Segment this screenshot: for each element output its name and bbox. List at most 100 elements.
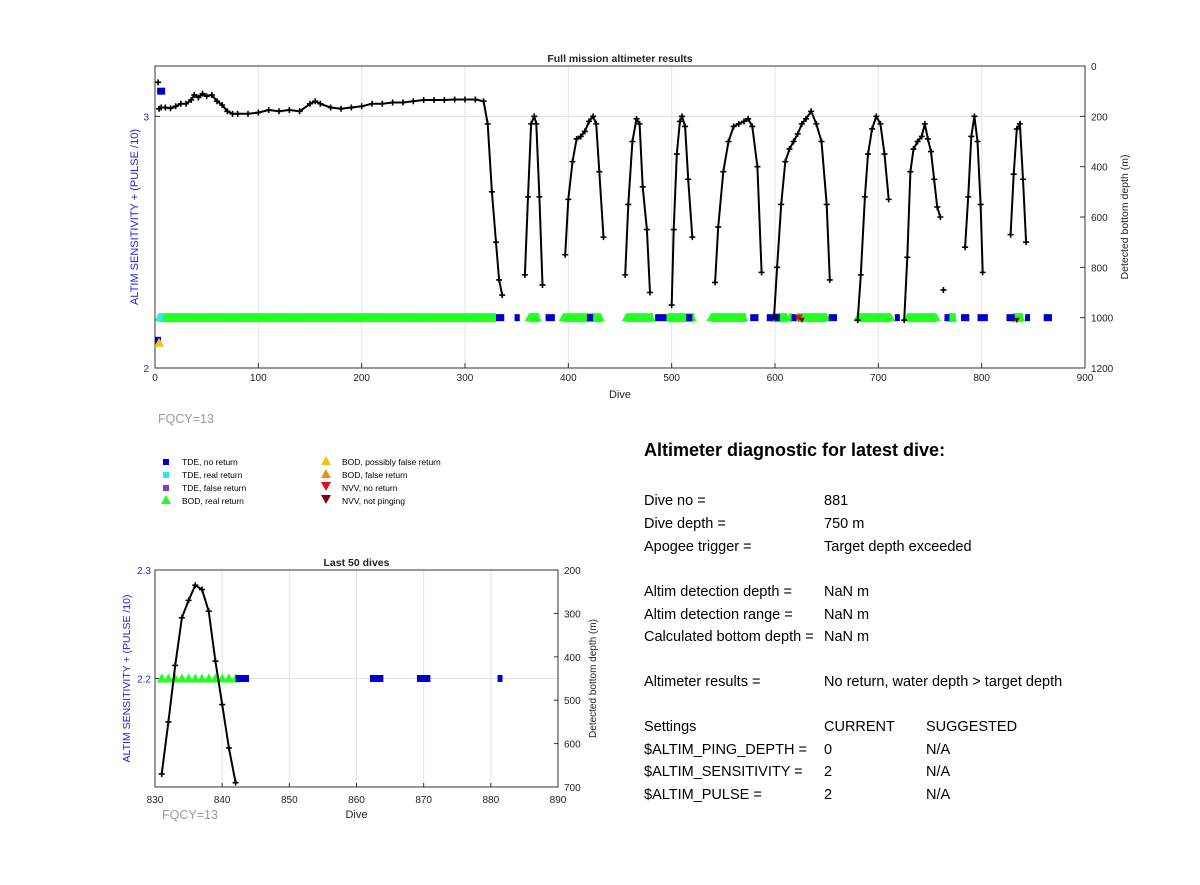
bottom-depth-marker [735, 120, 742, 127]
pulse-label: $ALTIM_PULSE = [644, 787, 762, 803]
bottom-depth-line [160, 583, 237, 783]
bottom-depth-marker [493, 239, 499, 246]
bottom-depth-marker [183, 100, 189, 107]
bod-real-return-marker [739, 313, 749, 322]
bottom-depth-marker [977, 201, 984, 208]
altimeter-results-label: Altimeter results = [644, 674, 761, 690]
bod-real-return-marker [230, 673, 241, 683]
bod-possibly-false-marker [155, 337, 165, 347]
bottom-depth-marker [178, 614, 185, 621]
apogee-label: Apogee trigger = [644, 539, 752, 555]
bottom-depth-marker [685, 176, 692, 183]
bottom-depth-marker [1013, 125, 1020, 132]
bottom-depth-line [1009, 120, 1028, 243]
bod-real-return-marker [886, 313, 896, 322]
bottom-depth-marker [214, 98, 220, 105]
y-right-tick-label: 600 [1091, 213, 1108, 224]
pulse-current: 2 [824, 787, 833, 803]
bottom-depth-marker [577, 133, 584, 140]
tde-no-return-marker [828, 314, 837, 322]
mini-plot-marks [156, 582, 503, 786]
bottom-depth-marker [533, 120, 540, 127]
chart-legend: TDE, no return TDE, real return TDE, fal… [160, 456, 500, 516]
nvv-not-pinging-marker [1013, 317, 1020, 324]
bottom-depth-marker [622, 271, 629, 278]
bod-real-return-marker [931, 313, 941, 322]
bottom-depth-marker [940, 286, 947, 293]
mini-chart-title: Last 50 dives [324, 557, 390, 569]
bottom-depth-marker [901, 317, 908, 324]
y-right-tick-label: 200 [1091, 112, 1108, 123]
bottom-depth-marker [484, 120, 491, 127]
bottom-depth-marker [730, 123, 737, 130]
tde-real-return-marker [157, 314, 164, 322]
bottom-depth-marker [774, 264, 781, 271]
bottom-depth-marker [968, 133, 975, 140]
bottom-depth-marker [798, 120, 805, 127]
altimeter-results-value: No return, water depth > target depth [824, 674, 1063, 690]
bottom-depth-marker [219, 102, 226, 109]
x-tick-label: 0 [152, 373, 158, 384]
bottom-depth-marker [410, 98, 417, 105]
bod-real-return-marker [948, 313, 958, 322]
current-header: CURRENT [824, 719, 895, 735]
bottom-depth-marker [813, 120, 820, 127]
bod-real-return-marker [532, 313, 542, 322]
bottom-depth-marker [910, 146, 917, 153]
bottom-depth-marker [462, 96, 468, 103]
bottom-depth-marker [782, 158, 789, 165]
bottom-depth-marker [581, 128, 588, 135]
bottom-depth-marker [928, 148, 935, 155]
bottom-depth-marker [823, 201, 830, 208]
bottom-depth-marker [646, 289, 653, 296]
nvv-not-pinging-marker [798, 317, 805, 324]
mini-y-left-tick-label: 2.3 [137, 566, 151, 577]
bottom-depth-marker [786, 146, 793, 153]
bottom-depth-marker [224, 108, 231, 115]
triangle-up-marker-icon [160, 495, 172, 508]
bottom-depth-marker [212, 658, 219, 665]
suggested-header: SUGGESTED [926, 719, 1018, 735]
square-marker-icon [160, 482, 172, 495]
legend-item-bod-real-return: BOD, real return [160, 495, 244, 508]
tde-no-return-marker [416, 675, 431, 682]
bottom-depth-marker [488, 188, 495, 195]
bottom-depth-marker [172, 662, 179, 669]
x-tick-label: 900 [1077, 373, 1094, 384]
bottom-depth-marker [877, 120, 884, 127]
mini-y-right-tick-label: 300 [564, 609, 581, 620]
bottom-depth-marker [565, 196, 572, 203]
mini-y-right-axis-label: Detected bottom depth (m) [588, 619, 599, 738]
bottom-depth-marker [790, 138, 797, 145]
mini-x-tick-label: 830 [147, 795, 164, 806]
bottom-depth-line [773, 109, 831, 318]
bottom-depth-marker [586, 118, 592, 125]
bottom-depth-marker [472, 96, 479, 103]
bottom-depth-marker [861, 193, 868, 200]
bottom-depth-marker [338, 105, 344, 112]
calculated-bottom-label: Calculated bottom depth = [644, 629, 814, 645]
bottom-depth-marker [562, 251, 569, 258]
tde-no-return-marker [944, 314, 950, 322]
x-tick-label: 800 [973, 373, 990, 384]
bottom-depth-marker [499, 292, 506, 299]
mini-y-left-tick-label: 2.2 [137, 675, 151, 686]
bottom-depth-marker [155, 79, 162, 86]
legend-item-bod-false-return: BOD, false return [320, 469, 408, 482]
bottom-depth-marker [924, 135, 931, 142]
bottom-depth-marker [389, 99, 396, 106]
bottom-depth-marker [918, 133, 925, 140]
bod-real-return-marker [646, 313, 656, 322]
settings-header: Settings [644, 719, 697, 735]
bottom-depth-marker [369, 100, 375, 107]
ping-depth-label: $ALTIM_PING_DEPTH = [644, 742, 807, 758]
bottom-depth-marker [480, 98, 487, 105]
x-tick-label: 700 [870, 373, 887, 384]
bottom-depth-marker [208, 91, 215, 98]
bottom-depth-marker [971, 113, 978, 120]
bottom-depth-marker [296, 108, 303, 115]
mini-y-right-tick-label: 500 [564, 696, 581, 707]
x-tick-label: 500 [663, 373, 680, 384]
bottom-depth-marker [431, 96, 437, 103]
altim-detection-range-value: NaN m [824, 607, 870, 623]
